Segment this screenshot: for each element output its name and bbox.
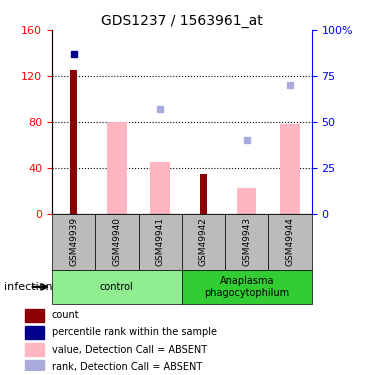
Bar [237,189,256,214]
Bar [95,214,138,270]
Bar [138,214,182,270]
Bar [268,214,312,270]
Bar [25,343,44,356]
Bar [280,124,300,214]
Bar [200,174,207,214]
Text: GSM49942: GSM49942 [199,217,208,266]
Text: GSM49939: GSM49939 [69,217,78,266]
Bar [107,122,127,214]
Bar [52,270,182,304]
Text: GSM49941: GSM49941 [156,217,165,266]
Text: Anaplasma
phagocytophilum: Anaplasma phagocytophilum [204,276,289,298]
Text: infection: infection [4,282,52,292]
Text: control: control [100,282,134,292]
Bar [225,214,268,270]
Title: GDS1237 / 1563961_at: GDS1237 / 1563961_at [101,13,263,28]
Bar [182,270,312,304]
Bar [150,162,170,214]
Text: rank, Detection Call = ABSENT: rank, Detection Call = ABSENT [52,362,202,372]
Bar [52,214,95,270]
Text: GSM49943: GSM49943 [242,217,251,266]
Text: GSM49944: GSM49944 [286,217,295,266]
Text: count: count [52,310,79,320]
Bar [25,309,44,321]
Text: GSM49940: GSM49940 [112,217,121,266]
Bar [25,326,44,339]
Bar [182,214,225,270]
Text: value, Detection Call = ABSENT: value, Detection Call = ABSENT [52,345,207,355]
Bar [70,70,77,214]
Bar [25,360,44,373]
Text: percentile rank within the sample: percentile rank within the sample [52,327,217,338]
